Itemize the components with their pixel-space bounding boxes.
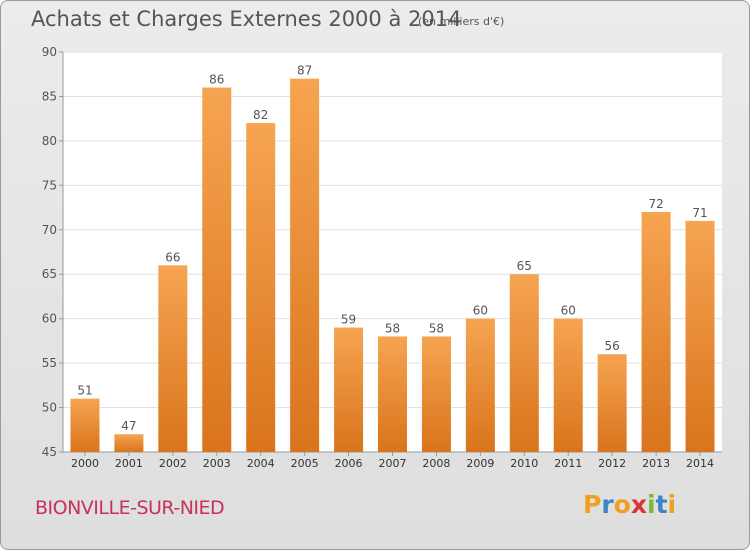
data-label-2012: 56 xyxy=(605,339,620,353)
logo-letter: x xyxy=(630,490,647,519)
data-label-2003: 86 xyxy=(209,73,224,87)
data-label-2009: 60 xyxy=(473,304,488,318)
y-tick-label: 70 xyxy=(42,223,57,237)
data-label-2014: 71 xyxy=(692,206,707,220)
data-label-2000: 51 xyxy=(77,384,92,398)
data-label-2013: 72 xyxy=(648,197,663,211)
data-label-2005: 87 xyxy=(297,64,312,78)
bar-2009 xyxy=(465,318,495,452)
y-tick-label: 50 xyxy=(42,401,57,415)
y-tick-label: 85 xyxy=(42,89,57,103)
bar-2001 xyxy=(114,434,144,452)
logo-letter: P xyxy=(583,490,602,519)
bar-2013 xyxy=(641,212,671,452)
x-tick-label-2003: 2003 xyxy=(203,457,231,470)
x-tick-label-2008: 2008 xyxy=(422,457,450,470)
y-tick-label: 60 xyxy=(42,312,57,326)
data-label-2008: 58 xyxy=(429,321,444,335)
data-label-2004: 82 xyxy=(253,108,268,122)
logo-letter: t xyxy=(655,490,668,519)
y-tick-label: 45 xyxy=(42,445,57,459)
bar-2012 xyxy=(597,354,627,452)
bar-2003 xyxy=(202,87,232,453)
bar-2011 xyxy=(553,318,583,452)
x-tick-label-2011: 2011 xyxy=(554,457,582,470)
logo-letter: r xyxy=(601,490,614,519)
bar-2004 xyxy=(246,123,276,452)
bar-2000 xyxy=(70,398,100,452)
x-tick-label-2012: 2012 xyxy=(598,457,626,470)
x-tick-label-2010: 2010 xyxy=(510,457,538,470)
x-tick-label-2006: 2006 xyxy=(335,457,363,470)
bar-2008 xyxy=(421,336,451,452)
x-tick-label-2004: 2004 xyxy=(247,457,275,470)
x-tick-label-2013: 2013 xyxy=(642,457,670,470)
commune-name: BIONVILLE-SUR-NIED xyxy=(35,497,225,519)
x-tick-label-2005: 2005 xyxy=(291,457,319,470)
data-label-2006: 59 xyxy=(341,313,356,327)
chart-unit: (en milliers d'€) xyxy=(418,15,505,28)
bar-2006 xyxy=(334,327,364,452)
logo-letter: i xyxy=(647,490,656,519)
proxiti-logo: Proxiti xyxy=(583,490,676,519)
logo-letter: o xyxy=(613,490,631,519)
y-tick-label: 65 xyxy=(42,267,57,281)
y-tick-label: 75 xyxy=(42,178,57,192)
data-label-2001: 47 xyxy=(121,419,136,433)
x-tick-label-2007: 2007 xyxy=(379,457,407,470)
x-tick-label-2014: 2014 xyxy=(686,457,714,470)
x-tick-label-2000: 2000 xyxy=(71,457,99,470)
data-label-2010: 65 xyxy=(517,259,532,273)
bar-2005 xyxy=(290,78,320,453)
chart-title: Achats et Charges Externes 2000 à 2014 xyxy=(31,7,462,31)
x-tick-label-2002: 2002 xyxy=(159,457,187,470)
data-label-2002: 66 xyxy=(165,250,180,264)
x-tick-label-2001: 2001 xyxy=(115,457,143,470)
x-tick-label-2009: 2009 xyxy=(466,457,494,470)
y-tick-label: 55 xyxy=(42,356,57,370)
bar-2010 xyxy=(509,274,539,452)
logo-letter: i xyxy=(667,490,677,519)
bar-2007 xyxy=(378,336,407,452)
y-tick-label: 80 xyxy=(42,134,57,148)
y-tick-label: 90 xyxy=(42,45,57,59)
bar-2002 xyxy=(158,265,188,452)
data-label-2007: 58 xyxy=(385,321,400,335)
data-label-2011: 60 xyxy=(561,304,576,318)
bar-2014 xyxy=(685,220,715,452)
